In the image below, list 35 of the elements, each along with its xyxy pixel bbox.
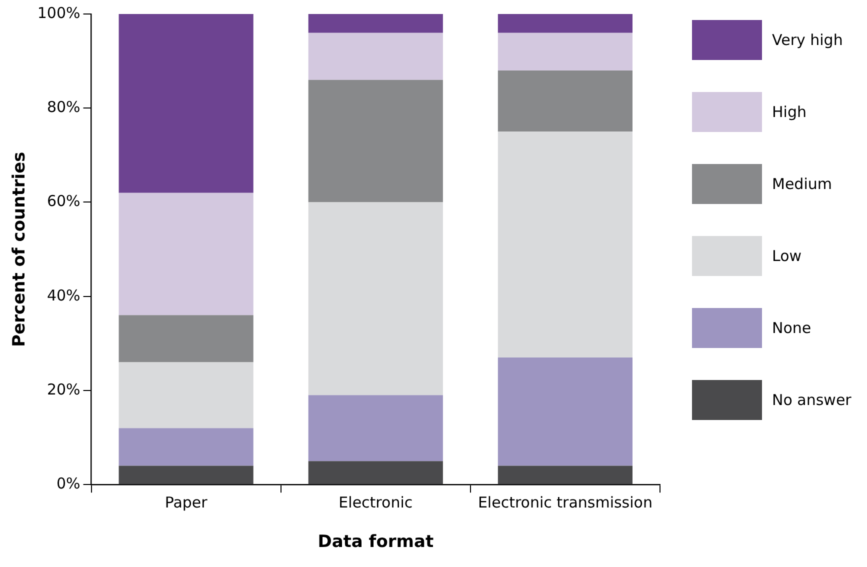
bar xyxy=(498,132,633,358)
bar xyxy=(498,358,633,466)
y-tick-label: 40% xyxy=(46,286,80,304)
bar xyxy=(498,14,633,33)
bar xyxy=(118,14,254,193)
bar xyxy=(498,32,633,70)
bar xyxy=(308,395,443,462)
x-axis-title: Data format xyxy=(318,532,434,552)
bar xyxy=(118,362,254,428)
y-tick-label: 20% xyxy=(46,380,80,398)
text: Low xyxy=(772,247,802,265)
text: Very high xyxy=(772,31,843,49)
bar xyxy=(308,461,443,484)
x-tick-label: Electronic transmission xyxy=(478,493,652,512)
bar xyxy=(118,428,254,466)
y-tick-label: 80% xyxy=(46,98,80,116)
bar xyxy=(308,14,443,33)
bar xyxy=(308,80,443,202)
text: High xyxy=(772,103,806,121)
y-axis-title: Percent of countries xyxy=(10,152,30,347)
text: None xyxy=(772,319,812,337)
y-tick-label: 60% xyxy=(46,192,80,210)
x-tick-label: Paper xyxy=(164,493,208,512)
bar xyxy=(118,315,254,362)
y-tick-label: 0% xyxy=(56,474,80,492)
bar xyxy=(308,202,443,396)
bar xyxy=(498,466,633,484)
bar xyxy=(498,70,633,132)
bar xyxy=(118,192,254,316)
bar xyxy=(118,466,254,484)
text: No answer xyxy=(772,391,852,409)
y-tick-label: 100% xyxy=(37,4,80,22)
bar xyxy=(308,32,443,80)
text: Medium xyxy=(772,175,832,193)
x-tick-label: Electronic xyxy=(338,493,413,512)
